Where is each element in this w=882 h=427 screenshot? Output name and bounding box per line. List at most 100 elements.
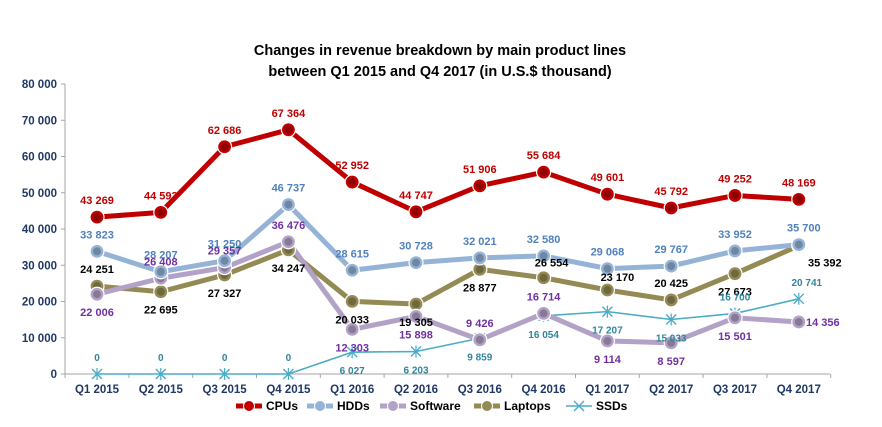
series-line-ssds [96,298,800,375]
y-tick-label: 60 000 [22,152,57,164]
data-point-laptops-core [731,269,739,278]
data-label-cpus: 67 364 [272,108,307,120]
y-tick-label: 10 000 [22,333,57,345]
legend-label: Laptops [504,399,551,413]
data-label-cpus: 45 792 [654,186,688,198]
data-point-laptops-core [539,273,548,282]
data-label-hdds: 35 700 [787,223,821,235]
data-label-ssds: 6 027 [340,366,365,377]
y-tick-label: 30 000 [22,260,57,272]
data-label-laptops: 35 392 [808,258,842,270]
data-point-cpus-core [667,204,676,213]
data-point-hdds-core [667,262,676,271]
data-label-cpus: 62 686 [208,125,242,137]
data-label-hdds: 29 068 [591,247,625,259]
data-point-ssds [91,368,103,380]
data-point-laptops-core [667,295,676,304]
data-label-ssds: 15 033 [656,334,687,345]
data-label-laptops: 23 170 [601,272,635,284]
data-point-software-core [794,317,803,326]
data-label-software: 9 426 [466,318,494,330]
data-label-software: 36 476 [272,220,306,232]
series-lines [94,127,802,375]
data-point-software-core [412,312,420,321]
y-tick-label: 0 [51,369,57,381]
data-point-ssds [282,368,294,380]
y-tick-label: 20 000 [22,297,57,309]
data-point-hdds-core [156,267,165,276]
chart-title-line-2: between Q1 2015 and Q4 2017 (in U.S.$ th… [268,64,611,80]
data-label-ssds: 6 203 [403,366,428,377]
legend-label: HDDs [337,399,370,413]
y-tick-label: 40 000 [22,224,57,236]
data-point-ssds [346,346,358,359]
data-point-software-core [731,313,739,322]
chart-title-line-1: Changes in revenue breakdown by main pro… [254,43,626,59]
data-label-laptops: 20 033 [335,314,369,326]
data-point-ssds [410,345,422,358]
data-point-cpus-core [156,208,165,217]
data-label-hdds: 28 207 [144,250,178,262]
data-point-cpus-core [475,181,484,190]
data-label-laptops: 28 877 [463,282,497,294]
x-tick-label: Q1 2017 [585,384,629,396]
x-tick-label: Q2 2016 [394,384,438,396]
data-point-cpus-core [603,190,612,199]
data-label-cpus: 43 269 [80,195,114,207]
data-label-ssds: 20 741 [792,278,823,289]
data-label-laptops: 27 673 [718,287,752,299]
y-tick-label: 70 000 [22,115,57,127]
legend-item-ssds: SSDs [566,399,628,413]
series-line-hdds [94,202,802,275]
legend-label: SSDs [596,399,628,413]
data-labels: 43 269 44 593 62 686 67 364 52 952 44 747 51 9… [80,108,841,377]
data-point-software-core [667,338,676,347]
x-tick-label: Q2 2015 [139,384,184,396]
data-point-hdds-core [475,253,484,262]
x-tick-label: Q1 2016 [330,384,374,396]
data-label-ssds: 0 [286,353,292,364]
x-tick-label: Q3 2017 [713,384,757,396]
data-label-cpus: 55 684 [527,150,562,162]
data-point-cpus-core [348,178,357,187]
data-point-ssds [665,313,677,326]
legend-swatch-marker [387,400,399,412]
y-tick-label: 80 000 [22,79,57,91]
data-point-laptops-core [603,286,612,295]
data-label-software: 15 501 [718,331,752,343]
data-label-cpus: 44 593 [144,190,178,202]
data-label-cpus: 44 747 [399,190,433,202]
data-label-software: 26 408 [144,256,178,268]
y-tick-label: 50 000 [22,188,57,200]
data-point-cpus-core [794,195,803,204]
data-label-cpus: 52 952 [335,160,369,172]
data-label-software: 22 006 [80,307,114,319]
x-tick-label: Q1 2015 [75,384,120,396]
data-point-hdds-core [348,266,357,275]
legend-label: CPUs [266,399,298,413]
data-point-hdds-core [220,256,229,265]
data-point-cpus-core [412,207,420,216]
legend-item-software: Software [380,399,461,413]
data-point-hdds-core [284,200,293,209]
legend-item-laptops: Laptops [474,399,551,413]
x-tick-label: Q4 2015 [266,384,311,396]
data-point-hdds-core [731,246,739,255]
series-line-software [94,239,802,346]
data-label-hdds: 33 952 [718,229,752,241]
data-point-laptops-core [475,265,484,274]
data-point-ssds [601,305,613,318]
data-point-hdds-core [93,247,101,256]
legend-item-cpus: CPUs [236,399,298,413]
x-tick-label: Q2 2017 [649,384,693,396]
axes: 0 10 000 20 000 30 000 40 000 50 000 60 000 70 … [22,79,832,396]
data-label-ssds: 17 207 [592,326,623,337]
data-point-hdds-core [412,258,420,267]
data-point-hdds-core [794,240,803,249]
data-label-cpus: 51 906 [463,164,497,176]
data-label-hdds: 29 767 [654,244,688,256]
data-label-laptops: 34 247 [272,263,306,275]
data-label-laptops: 27 327 [208,288,242,300]
data-point-software-core [93,290,101,299]
data-point-hdds-core [603,264,612,273]
